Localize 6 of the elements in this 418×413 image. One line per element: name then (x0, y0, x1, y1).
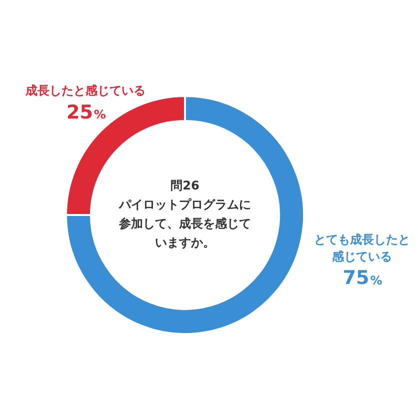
slice-label: とても成長したと感じている (314, 232, 410, 264)
slice-label: 成長したと感じている (24, 84, 146, 98)
data-label: 75% (342, 267, 382, 290)
text: 問26 (170, 178, 200, 193)
data-label: 25% (66, 101, 106, 124)
text: パイロットプログラムに参加して、成長を感じていますか。 (118, 198, 251, 250)
